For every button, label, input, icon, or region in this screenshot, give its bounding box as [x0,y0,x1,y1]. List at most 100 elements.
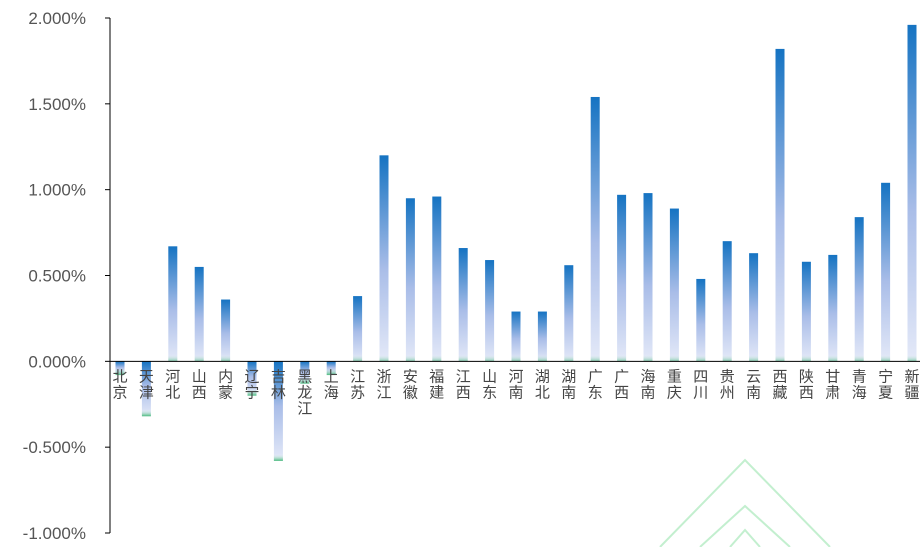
y-tick-label: 1.000% [28,181,86,200]
bar [168,246,178,362]
x-category-label: 河南 [508,367,523,401]
bar-base-highlight [353,354,363,362]
x-category-label: 海南 [640,367,655,401]
bar-base-highlight [247,388,257,396]
bar-base-highlight [669,354,679,362]
y-tick-label: 0.500% [28,267,86,286]
bar-base-highlight [511,354,521,362]
bar-base-highlight [458,354,468,362]
x-category-label: 福建 [429,367,444,401]
y-tick-label: 2.000% [28,9,86,28]
bar [643,193,653,362]
x-category-label: 贵州 [720,367,735,401]
y-axis-tick-labels: 2.000% 1.500% 1.000% 0.500% 0.000% -0.500% -1.… [23,9,86,543]
x-category-label: 江苏 [350,367,365,401]
bar-base-highlight [326,368,336,376]
bar [590,96,600,362]
bar-base-highlight [300,376,310,384]
bar-base-highlight [405,354,415,362]
bar [300,361,310,384]
bar-base-highlight [379,354,389,362]
x-category-label: 吉林 [271,367,286,401]
y-tick-label: -0.500% [23,438,86,457]
x-category-label: 上海 [324,367,339,401]
bar-base-highlight [432,354,442,362]
x-category-label: 新疆 [904,367,919,401]
x-category-label: 甘肃 [825,367,840,401]
bar-base-highlight [801,354,811,362]
bar [801,261,811,362]
bar [405,198,415,362]
bar [458,248,468,362]
x-category-label: 北京 [112,367,127,401]
bar-base-highlight [273,453,283,461]
bar-base-highlight [643,354,653,362]
bar [722,241,732,362]
bar [485,260,495,362]
bar-base-highlight [590,354,600,362]
y-tick-label: -1.000% [23,524,86,543]
bar-base-highlight [194,354,204,362]
x-category-label: 四川 [693,367,708,401]
bar [511,311,521,362]
y-axis-tick-marks [105,17,110,534]
bar [907,24,917,362]
x-category-label: 浙江 [376,367,391,401]
x-axis-category-labels: 北京天津河北山西内蒙辽宁吉林黑龙江上海江苏浙江安徽福建江西山东河南湖北湖南广东广… [112,367,919,417]
bar-base-highlight [115,368,125,376]
y-tick-label: 1.500% [28,95,86,114]
bar [194,266,204,362]
bar-base-highlight [168,354,178,362]
bar [273,361,283,461]
x-category-label: 河北 [165,367,180,401]
x-category-label: 广东 [588,367,603,401]
bar [881,182,891,362]
x-category-label: 宁夏 [878,367,893,401]
x-category-label: 安徽 [403,367,418,401]
bar-base-highlight [696,354,706,362]
x-category-label: 陕西 [799,367,814,401]
bar-base-highlight [854,354,864,362]
x-category-label: 重庆 [667,367,682,401]
bar [247,361,257,396]
watermark-logo [659,458,831,547]
bar-base-highlight [749,354,759,362]
bar [854,217,864,362]
bar-base-highlight [881,354,891,362]
x-category-label: 江西 [456,367,471,401]
bar-base-highlight [537,354,547,362]
y-tick-label: 0.000% [28,352,86,371]
x-category-label: 山西 [192,367,207,401]
bar-base-highlight [775,354,785,362]
x-category-label: 辽宁 [244,367,259,401]
x-category-label: 天津 [139,367,154,401]
bar-base-highlight [564,354,574,362]
bar [749,253,759,362]
bar-base-highlight [722,354,732,362]
x-category-label: 广西 [614,367,629,401]
x-category-label: 内蒙 [218,367,233,401]
bar-base-highlight [485,354,495,362]
bar [696,278,706,362]
x-category-label: 西藏 [772,367,787,401]
bar [669,208,679,362]
bar [564,265,574,362]
bar [775,48,785,362]
bar-base-highlight [907,354,917,362]
x-category-label: 湖南 [561,367,576,401]
bar-base-highlight [221,354,231,362]
bar [353,296,363,362]
bar [432,196,442,362]
bar-base-highlight [617,354,627,362]
bar-base-highlight [828,354,838,362]
x-category-label: 青海 [852,367,867,401]
x-category-label: 云南 [746,367,761,401]
bar [379,155,389,362]
bar [617,194,627,362]
bar [141,361,151,417]
bar [537,311,547,362]
bar-series [115,24,917,461]
bar-base-highlight [141,409,151,417]
x-category-label: 黑龙江 [297,367,312,417]
